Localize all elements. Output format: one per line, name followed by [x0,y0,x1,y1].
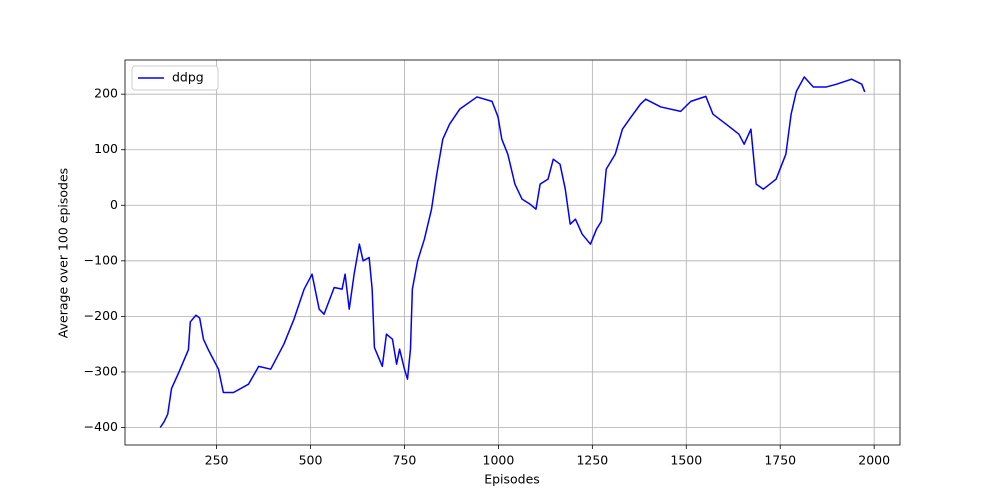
y-tick-label: −400 [84,419,118,434]
line [159,76,866,428]
y-tick-label: 0 [110,197,118,212]
y-tick-label: 200 [94,86,118,101]
y-tick-label: −300 [84,363,118,378]
x-tick-label: 500 [299,453,323,468]
legend-box [131,65,219,91]
x-tick-label: 1750 [764,453,796,468]
y-tick-label: 100 [94,141,118,156]
x-tick-label: 250 [205,453,229,468]
y-tick-label: −200 [84,308,118,323]
plot-frame [124,59,901,446]
x-axis-label: Episodes [484,472,540,487]
y-tick-label: −100 [84,252,118,267]
x-tick-label: 750 [393,453,417,468]
legend-label: ddpg [172,70,204,85]
y-axis-label: Average over 100 episodes [56,168,71,338]
x-tick-label: 1250 [576,453,608,468]
x-tick-label: 2000 [858,453,890,468]
x-tick-label: 1500 [670,453,702,468]
x-tick-label: 1000 [483,453,515,468]
